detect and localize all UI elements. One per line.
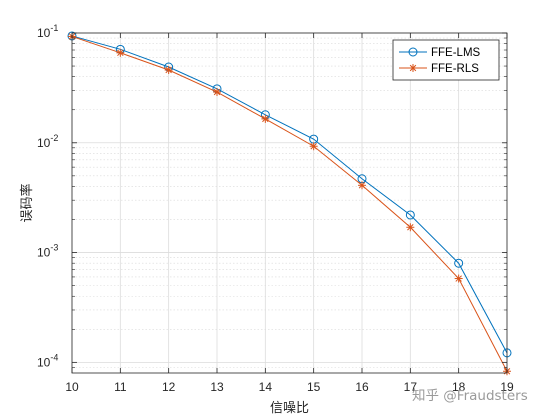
x-tick-label: 13: [210, 380, 224, 394]
plot-background: [72, 33, 507, 373]
x-tick-label: 14: [259, 380, 273, 394]
legend-label: FFE-RLS: [431, 63, 479, 75]
data-point: [454, 274, 463, 283]
data-point: [213, 88, 221, 97]
data-point: [454, 258, 464, 268]
y-tick-label: 10-4: [37, 352, 58, 369]
x-tick-label: 19: [500, 380, 514, 394]
marker-stroke: [407, 224, 414, 231]
marker-stroke: [455, 275, 462, 282]
legend: FFE-LMS FFE-RLS: [392, 39, 500, 81]
x-tick-labels: 10 11 12 13 14 15 16 17 18 19: [65, 380, 514, 394]
y-tick-label: 10-2: [37, 133, 58, 150]
marker-stroke: [165, 66, 172, 74]
data-point: [309, 142, 318, 151]
y-tick-label: 10-3: [37, 243, 58, 260]
marker-stroke: [409, 64, 417, 72]
x-tick-label: 18: [452, 380, 466, 394]
data-point: [116, 48, 125, 57]
series-line: [71, 35, 508, 372]
legend-label: FFE-LMS: [431, 47, 481, 59]
legend-swatch-marker: [408, 47, 418, 57]
x-tick-label: 15: [307, 380, 321, 394]
y-axis-title: 误码率: [19, 183, 34, 222]
x-axis-title: 信噪比: [270, 400, 309, 415]
data-point: [406, 223, 415, 232]
axis-ticks: [71, 32, 508, 373]
marker-stroke: [213, 88, 221, 96]
x-tick-label: 16: [355, 380, 369, 394]
y-tick-labels: 10-1 10-2 10-3 10-4: [37, 23, 58, 369]
marker-stroke: [262, 115, 269, 123]
marker-stroke: [358, 182, 366, 189]
marker-stroke: [117, 49, 124, 57]
x-tick-label: 11: [114, 380, 127, 394]
marker-stroke: [310, 143, 317, 150]
y-tick-label: 10-1: [37, 23, 58, 40]
legend-swatch-marker: [409, 64, 417, 72]
x-tick-label: 17: [404, 380, 418, 394]
minor-grid: [72, 37, 507, 368]
watermark: 知乎 @Fraudsters: [412, 387, 528, 404]
legend-box: [392, 39, 500, 81]
plot-frame: [71, 32, 508, 374]
legend-entry: FFE-RLS: [399, 63, 479, 75]
data-point: [405, 210, 415, 220]
x-tick-label: 10: [65, 380, 79, 394]
data-point: [164, 66, 173, 75]
legend-entry: FFE-LMS: [399, 47, 481, 59]
x-tick-label: 12: [162, 380, 176, 394]
legend-entries: FFE-LMS FFE-RLS: [399, 47, 481, 75]
data-point: [358, 181, 366, 190]
series-line: [71, 35, 508, 354]
data-point: [261, 114, 270, 123]
